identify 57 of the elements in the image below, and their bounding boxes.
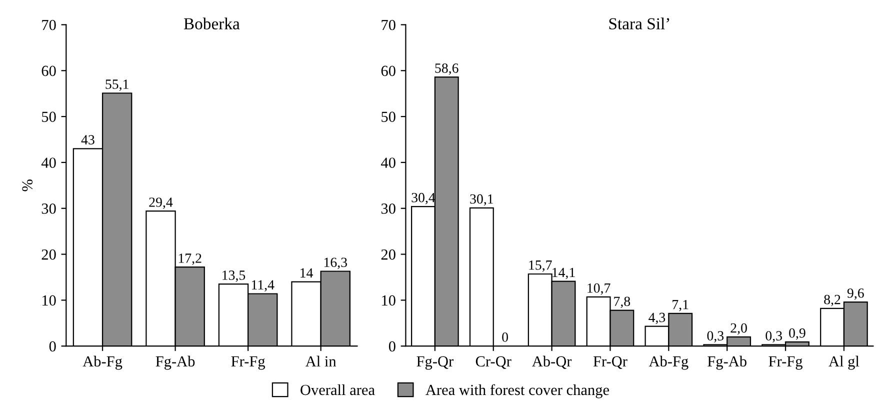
data-label: 43 xyxy=(81,135,94,144)
x-tick-label: Cr-Qr xyxy=(476,356,512,369)
y-tick-label: 20 xyxy=(42,249,56,260)
data-label: 14,1 xyxy=(552,268,575,280)
data-label: 9,6 xyxy=(847,288,864,300)
data-label: 0 xyxy=(502,332,508,342)
data-label: 11,4 xyxy=(252,280,274,292)
legend-label: Overall area xyxy=(300,384,375,396)
data-label: 15,7 xyxy=(529,260,552,272)
x-tick-label: Fr-Fg xyxy=(768,356,802,370)
chart-title: Stara Sil’ xyxy=(609,18,670,30)
data-label: 7,8 xyxy=(614,296,630,308)
data-label: 17,2 xyxy=(178,254,202,265)
chart-title: Boberka xyxy=(184,18,240,30)
data-label: 30,1 xyxy=(470,194,493,206)
y-tick-label: 40 xyxy=(381,158,396,168)
y-tick-label: 60 xyxy=(42,66,56,76)
data-label: 8,2 xyxy=(824,294,840,306)
y-tick-label: 0 xyxy=(388,341,396,352)
y-tick-label: 70 xyxy=(382,20,396,30)
y-tick-label: 40 xyxy=(41,158,56,168)
x-tick-label: Ab-Fg xyxy=(82,356,122,370)
y-tick-label: 60 xyxy=(381,66,396,76)
data-label: 30,4 xyxy=(412,192,436,204)
data-label: 0,3 xyxy=(707,331,724,342)
data-label: 4,3 xyxy=(648,312,666,324)
data-label: 13,5 xyxy=(222,270,246,282)
y-tick-label: 10 xyxy=(42,295,56,306)
x-tick-label: Fr-Qr xyxy=(593,356,628,369)
y-tick-label: 10 xyxy=(382,295,396,306)
y-tick-label: 0 xyxy=(49,341,56,352)
x-tick-label: Fg-Qr xyxy=(416,356,454,370)
legend-label: Area with forest cover change xyxy=(426,384,610,398)
data-label: 29,4 xyxy=(149,198,173,209)
x-tick-label: Ab-Fg xyxy=(648,356,688,370)
data-label: 14 xyxy=(300,268,313,278)
x-tick-label: Al in xyxy=(305,356,336,366)
data-label: 16,3 xyxy=(324,258,347,270)
y-tick-label: 20 xyxy=(381,249,396,260)
y-tick-label: 70 xyxy=(42,20,56,30)
x-tick-label: Al gl xyxy=(828,356,860,370)
y-tick-label: 30 xyxy=(42,203,56,214)
x-tick-label: Fg-Ab xyxy=(708,356,746,370)
x-tick-label: Fg-Ab xyxy=(156,356,195,370)
y-tick-label: 50 xyxy=(42,112,56,122)
data-label: 0,3 xyxy=(766,331,782,342)
data-label: 58,6 xyxy=(435,63,458,75)
data-label: 10,7 xyxy=(588,283,610,295)
y-axis-title: % xyxy=(22,180,33,192)
y-tick-label: 30 xyxy=(381,203,396,214)
x-tick-label: Ab-Qr xyxy=(532,356,572,369)
x-tick-label: Fr-Fg xyxy=(231,356,266,370)
data-label: 0,9 xyxy=(789,328,806,340)
y-tick-label: 50 xyxy=(382,112,396,122)
data-label: 7,1 xyxy=(672,300,688,312)
data-label: 2,0 xyxy=(730,323,747,335)
data-label: 55,1 xyxy=(106,80,128,91)
